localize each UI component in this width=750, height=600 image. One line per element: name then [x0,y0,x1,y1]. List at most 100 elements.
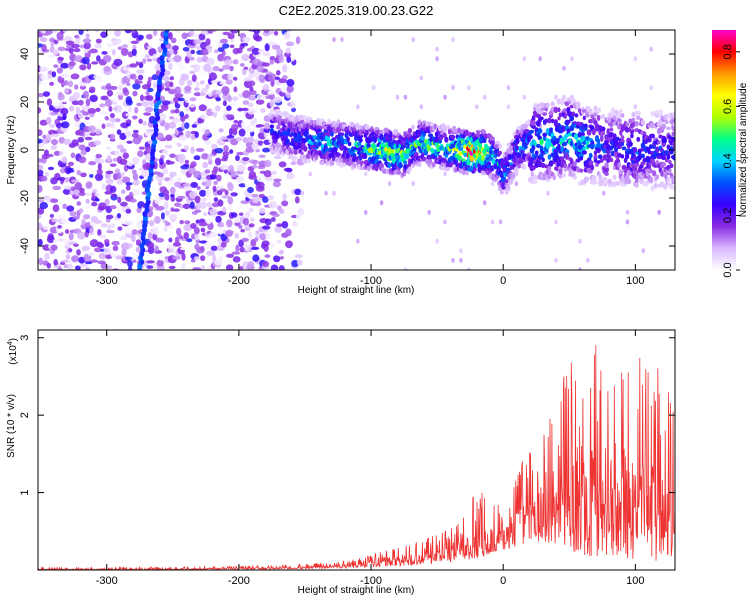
signal-cell [596,160,601,164]
signal-cell [564,101,570,106]
signal-cell [369,128,375,133]
signal-cell [567,132,573,137]
noise-cell [195,239,201,244]
noise-cell [141,169,151,178]
noise-cell [51,218,60,223]
signal-cell [672,122,675,127]
noise-cell [199,245,205,252]
noise-cell [70,152,76,159]
noise-cell [256,174,265,183]
noise-cell [88,160,97,166]
noise-cell [168,47,174,56]
snr-scale-exponent: 4 [7,341,14,345]
signal-cell [382,168,387,174]
signal-cell [648,144,654,150]
signal-cell [315,125,321,130]
noise-cell [104,239,110,245]
noise-cell [39,201,49,210]
noise-cell [435,238,439,244]
noise-cell [261,260,270,268]
noise-cell [233,86,238,93]
snr-y-tick-label: 1 [19,490,31,496]
signal-cell [582,146,586,151]
noise-cell [194,243,200,250]
signal-cell [481,164,485,170]
noise-cell [121,242,131,251]
noise-cell [146,265,154,269]
noise-cell [121,26,125,30]
noise-cell [641,248,646,254]
noise-cell [538,56,542,62]
signal-cell [331,137,337,142]
noise-cell [459,257,463,263]
signal-cell [631,117,636,123]
noise-cell [174,93,184,98]
noise-cell [173,208,180,212]
noise-cell [186,79,193,87]
signal-cell [605,143,611,150]
noise-cell [182,46,190,52]
noise-cell [189,97,197,102]
noise-cell [157,172,164,178]
noise-cell [578,238,582,244]
noise-cell [136,69,145,74]
noise-cell [178,134,188,141]
noise-cell [235,205,242,210]
noise-cell [161,103,169,111]
noise-cell [145,95,154,101]
noise-cell [196,45,201,50]
noise-cell [100,31,108,38]
signal-cell [411,124,416,130]
noise-cell [78,144,86,151]
noise-cell [132,173,139,181]
noise-cell [202,212,208,216]
noise-cell [201,197,207,202]
noise-cell [625,219,630,225]
noise-cell [282,193,287,201]
signal-cell [558,112,563,118]
noise-cell [231,96,239,102]
signal-cell [626,178,632,185]
noise-cell [395,94,400,100]
noise-cell [474,104,479,110]
noise-cell [152,30,158,36]
noise-cell [227,73,234,81]
noise-cell [116,212,122,219]
noise-cell [263,170,272,178]
signal-cell [561,173,567,178]
signal-cell [661,162,667,167]
noise-cell [116,129,122,135]
noise-cell [294,254,303,259]
noise-cell [262,51,271,57]
noise-cell [269,56,276,61]
noise-cell [62,182,72,187]
noise-cell [127,259,133,268]
signal-cell [671,131,675,137]
noise-cell [198,201,207,209]
noise-cell [223,169,229,174]
noise-cell [146,128,155,133]
noise-cell [113,38,122,45]
noise-cell [222,151,230,157]
noise-cell [127,106,133,113]
noise-cell [146,242,155,249]
noise-cell [157,180,163,187]
noise-cell [297,207,305,216]
noise-cell [71,255,80,263]
noise-cell [198,104,207,112]
signal-cell [403,160,408,165]
noise-cell [236,151,245,156]
noise-cell [182,183,192,187]
spectrogram-y-tick-label: 40 [19,48,31,60]
noise-cell [101,183,106,190]
signal-cell [466,159,471,167]
noise-cell [247,261,255,268]
noise-cell [63,138,72,145]
noise-cell [70,186,76,191]
signal-cell [633,173,637,180]
noise-cell [57,46,66,52]
noise-cell [220,38,228,44]
signal-cell [329,159,335,166]
noise-cell [124,220,133,226]
signal-cell [566,97,571,102]
